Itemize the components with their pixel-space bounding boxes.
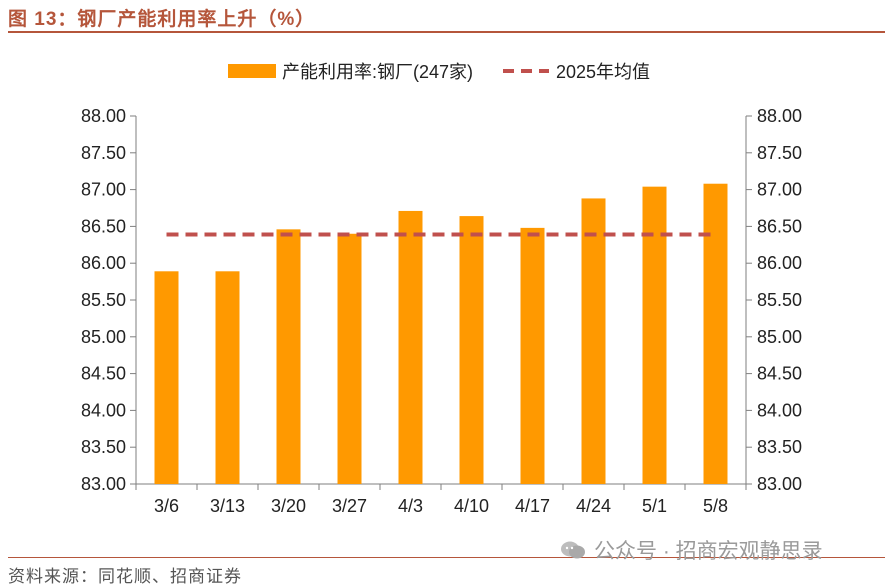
bar bbox=[581, 198, 606, 484]
legend-label-bar: 产能利用率:钢厂(247家) bbox=[282, 62, 473, 82]
x-tick-label: 3/6 bbox=[154, 496, 179, 516]
footer-divider bbox=[8, 557, 885, 558]
y-tick-label-right: 88.00 bbox=[757, 106, 802, 126]
watermark: 公众号 · 招商宏观静思录 bbox=[560, 535, 823, 565]
y-tick-label-right: 84.00 bbox=[757, 400, 802, 420]
y-tick-label-left: 84.00 bbox=[81, 400, 126, 420]
x-tick-label: 3/20 bbox=[271, 496, 306, 516]
wechat-icon bbox=[561, 541, 585, 559]
x-tick-label: 4/10 bbox=[454, 496, 489, 516]
x-tick-label: 4/3 bbox=[398, 496, 423, 516]
x-tick-label: 5/8 bbox=[703, 496, 728, 516]
y-tick-label-left: 87.00 bbox=[81, 180, 126, 200]
legend-label-line: 2025年均值 bbox=[556, 62, 650, 82]
figure-title: 图 13：钢厂产能利用率上升（%） bbox=[8, 9, 316, 30]
y-tick-label-left: 85.50 bbox=[81, 290, 126, 310]
x-tick-label: 3/13 bbox=[210, 496, 245, 516]
y-tick-label-right: 83.00 bbox=[757, 474, 802, 494]
y-tick-label-right: 87.00 bbox=[757, 180, 802, 200]
y-tick-label-left: 83.50 bbox=[81, 437, 126, 457]
y-tick-label-left: 84.50 bbox=[81, 364, 126, 384]
y-tick-label-left: 86.00 bbox=[81, 253, 126, 273]
bar bbox=[398, 210, 423, 484]
bar bbox=[337, 233, 362, 484]
bar bbox=[459, 216, 484, 484]
y-tick-label-right: 87.50 bbox=[757, 143, 802, 163]
y-axis-left-labels: 83.00 83.50 84.00 84.50 85.00 85.50 86.00 86.50… bbox=[81, 106, 126, 494]
bar bbox=[154, 271, 179, 484]
legend-swatch-bar bbox=[228, 64, 276, 78]
x-tick-label: 5/1 bbox=[642, 496, 667, 516]
watermark-text: 公众号 · 招商宏观静思录 bbox=[594, 540, 823, 563]
title-divider bbox=[8, 31, 885, 33]
y-tick-label-left: 88.00 bbox=[81, 106, 126, 126]
y-tick-label-left: 87.50 bbox=[81, 143, 126, 163]
bar bbox=[703, 183, 728, 484]
y-tick-label-right: 86.00 bbox=[757, 253, 802, 273]
bar bbox=[520, 227, 545, 484]
y-tick-label-right: 83.50 bbox=[757, 437, 802, 457]
x-tick-label: 4/24 bbox=[576, 496, 611, 516]
y-tick-label-right: 84.50 bbox=[757, 364, 802, 384]
y-tick-label-right: 85.50 bbox=[757, 290, 802, 310]
y-tick-label-right: 85.00 bbox=[757, 327, 802, 347]
y-tick-label-right: 86.50 bbox=[757, 216, 802, 236]
legend: 产能利用率:钢厂(247家) 2025年均值 bbox=[228, 62, 650, 82]
y-tick-label-left: 86.50 bbox=[81, 216, 126, 236]
bar bbox=[276, 229, 301, 484]
bar bbox=[642, 186, 667, 484]
y-axis-right-labels: 83.00 83.50 84.00 84.50 85.00 85.50 86.00 86.50… bbox=[757, 106, 802, 494]
bar bbox=[215, 271, 240, 484]
x-tick-label: 3/27 bbox=[332, 496, 367, 516]
bar-series bbox=[154, 183, 728, 484]
y-tick-label-left: 83.00 bbox=[81, 474, 126, 494]
x-axis-labels: 3/6 3/13 3/20 3/27 4/3 4/10 4/17 4/24 5/1 5/8 bbox=[154, 496, 728, 516]
y-tick-label-left: 85.00 bbox=[81, 327, 126, 347]
source-note: 资料来源：同花顺、招商证券 bbox=[8, 567, 242, 586]
x-tick-label: 4/17 bbox=[515, 496, 550, 516]
